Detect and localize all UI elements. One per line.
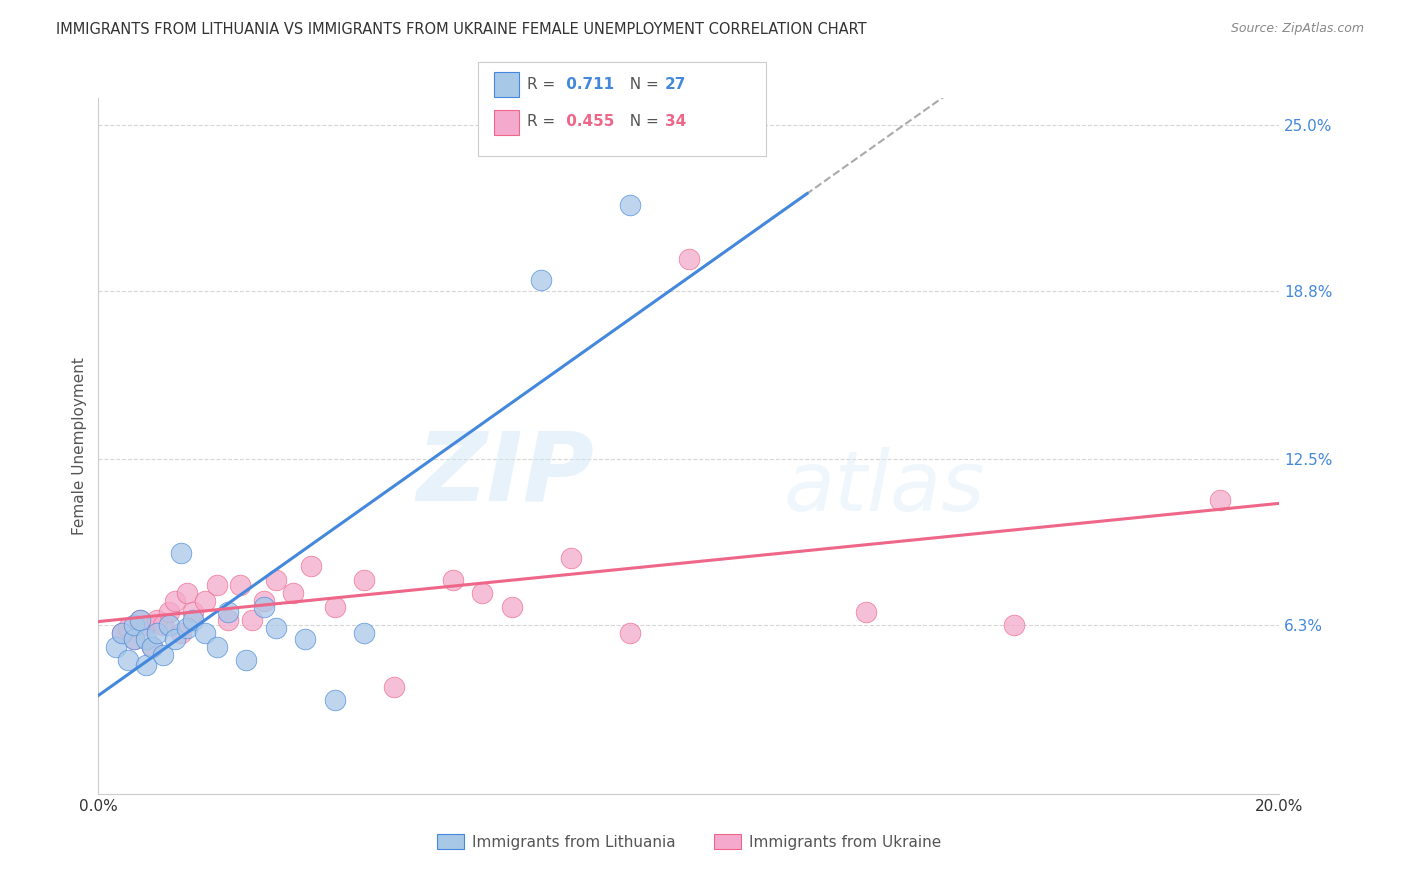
Point xyxy=(299,559,322,574)
Point xyxy=(471,586,494,600)
Point xyxy=(111,626,134,640)
Point xyxy=(141,640,163,654)
Text: 0.455: 0.455 xyxy=(561,114,614,129)
Point xyxy=(217,613,239,627)
Point xyxy=(111,626,134,640)
Point xyxy=(441,573,464,587)
Point xyxy=(165,594,187,608)
Point xyxy=(146,626,169,640)
Point xyxy=(170,626,193,640)
Point xyxy=(128,613,150,627)
Legend: Immigrants from Lithuania, Immigrants from Ukraine: Immigrants from Lithuania, Immigrants fr… xyxy=(430,828,948,855)
Point xyxy=(194,594,217,608)
Point xyxy=(1209,492,1232,507)
Point xyxy=(157,605,180,619)
Point xyxy=(353,573,375,587)
Point xyxy=(240,613,263,627)
Point xyxy=(560,551,582,566)
Point xyxy=(181,613,204,627)
Point xyxy=(217,605,239,619)
Point xyxy=(152,618,174,632)
Text: R =: R = xyxy=(527,114,561,129)
Point xyxy=(283,586,305,600)
Text: 0.711: 0.711 xyxy=(561,77,614,92)
Point xyxy=(1002,618,1025,632)
Point xyxy=(117,653,139,667)
Point xyxy=(122,618,145,632)
Point xyxy=(205,640,228,654)
Text: 27: 27 xyxy=(665,77,686,92)
Point xyxy=(157,618,180,632)
Point xyxy=(294,632,316,646)
Point xyxy=(264,621,287,635)
Point xyxy=(128,613,150,627)
Point xyxy=(382,680,405,694)
Point xyxy=(235,653,257,667)
Text: IMMIGRANTS FROM LITHUANIA VS IMMIGRANTS FROM UKRAINE FEMALE UNEMPLOYMENT CORRELA: IMMIGRANTS FROM LITHUANIA VS IMMIGRANTS … xyxy=(56,22,868,37)
Point xyxy=(619,626,641,640)
Point xyxy=(122,632,145,646)
Point xyxy=(264,573,287,587)
Point xyxy=(135,618,157,632)
Point xyxy=(165,632,187,646)
Point xyxy=(135,658,157,673)
Point xyxy=(105,640,128,654)
Text: 34: 34 xyxy=(665,114,686,129)
Text: Source: ZipAtlas.com: Source: ZipAtlas.com xyxy=(1230,22,1364,36)
Point xyxy=(181,605,204,619)
Point xyxy=(323,693,346,707)
Point xyxy=(176,586,198,600)
Point xyxy=(135,632,157,646)
Point xyxy=(253,594,276,608)
Point xyxy=(530,273,553,287)
Point xyxy=(229,578,252,592)
Point xyxy=(205,578,228,592)
Point xyxy=(253,599,276,614)
Point xyxy=(323,599,346,614)
Text: N =: N = xyxy=(620,77,664,92)
Point xyxy=(678,252,700,266)
Point xyxy=(353,626,375,640)
Point xyxy=(170,546,193,560)
Point xyxy=(146,613,169,627)
Text: R =: R = xyxy=(527,77,561,92)
Text: atlas: atlas xyxy=(783,447,986,528)
Point xyxy=(194,626,217,640)
Point xyxy=(501,599,523,614)
Point xyxy=(855,605,877,619)
Point xyxy=(141,640,163,654)
Point xyxy=(619,198,641,212)
Y-axis label: Female Unemployment: Female Unemployment xyxy=(72,357,87,535)
Text: ZIP: ZIP xyxy=(416,427,595,520)
Point xyxy=(117,621,139,635)
Point xyxy=(122,632,145,646)
Text: N =: N = xyxy=(620,114,664,129)
Point xyxy=(176,621,198,635)
Point xyxy=(152,648,174,662)
